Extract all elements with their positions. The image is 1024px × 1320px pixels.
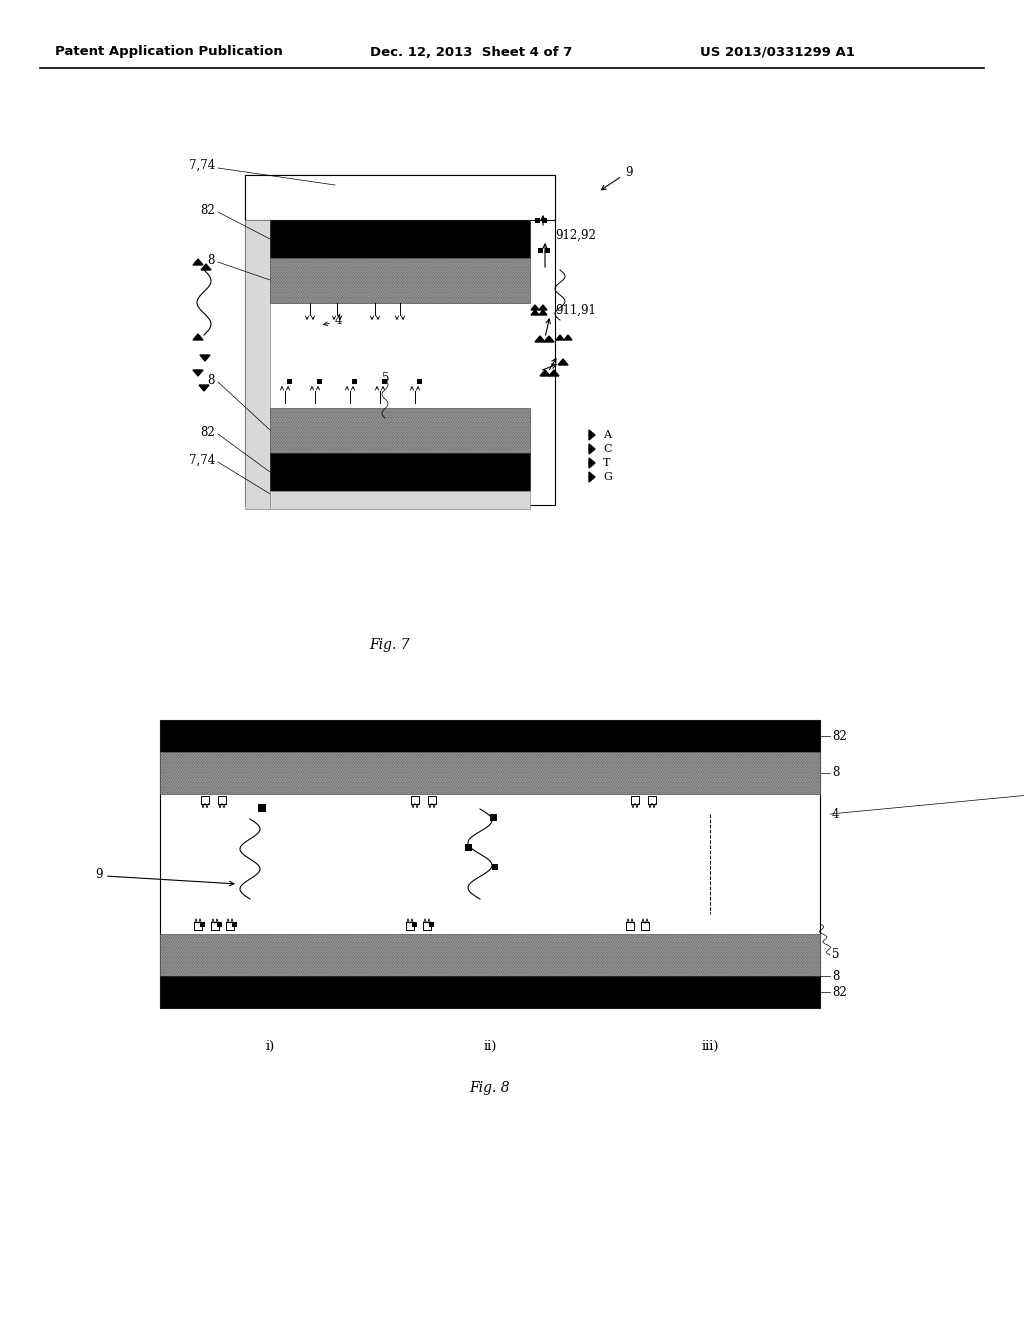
Polygon shape	[589, 458, 595, 469]
Text: 9: 9	[95, 867, 102, 880]
Text: 911,91: 911,91	[555, 304, 596, 317]
Text: 8: 8	[831, 969, 840, 982]
Polygon shape	[535, 337, 545, 342]
Polygon shape	[558, 359, 568, 366]
Bar	[160, 719, 820, 1008]
Bar	[412, 921, 417, 927]
Bar	[217, 921, 222, 927]
Bar	[270, 408, 530, 453]
Polygon shape	[589, 444, 595, 454]
Text: ii): ii)	[483, 1040, 497, 1052]
Polygon shape	[531, 305, 539, 310]
Bar	[200, 921, 205, 927]
Bar	[490, 814, 497, 821]
Polygon shape	[199, 385, 209, 391]
Text: 7,74: 7,74	[188, 454, 215, 466]
Text: 82: 82	[831, 986, 847, 998]
Polygon shape	[544, 337, 554, 342]
Bar	[411, 796, 419, 804]
Bar	[429, 921, 434, 927]
Bar	[545, 248, 550, 253]
Bar	[270, 491, 530, 510]
Text: 912,92: 912,92	[555, 228, 596, 242]
Bar	[194, 921, 202, 931]
Text: US 2013/0331299 A1: US 2013/0331299 A1	[700, 45, 855, 58]
Text: 8: 8	[208, 253, 215, 267]
Polygon shape	[540, 370, 550, 376]
Bar	[406, 921, 414, 931]
Text: 4: 4	[335, 314, 342, 327]
Bar	[626, 921, 634, 931]
Text: 8: 8	[831, 767, 840, 780]
Bar	[287, 379, 292, 384]
Text: C: C	[603, 444, 611, 454]
Bar	[492, 865, 498, 870]
Text: A: A	[603, 430, 611, 440]
Bar	[270, 220, 530, 257]
Text: 4: 4	[831, 808, 840, 821]
Bar	[352, 379, 357, 384]
Bar	[245, 176, 555, 220]
Bar	[538, 248, 543, 253]
Bar	[258, 804, 266, 812]
Polygon shape	[539, 305, 547, 310]
Text: 82: 82	[201, 203, 215, 216]
Text: G: G	[603, 473, 612, 482]
Polygon shape	[193, 259, 203, 265]
Bar	[211, 921, 219, 931]
Bar	[270, 257, 530, 304]
Bar	[417, 379, 422, 384]
Text: Patent Application Publication: Patent Application Publication	[55, 45, 283, 58]
Text: Fig. 7: Fig. 7	[370, 638, 411, 652]
Polygon shape	[200, 355, 210, 360]
Bar	[535, 218, 540, 223]
Bar	[631, 796, 639, 804]
Text: T: T	[603, 458, 610, 469]
Bar	[428, 796, 436, 804]
Text: 82: 82	[201, 425, 215, 438]
Bar	[465, 843, 472, 851]
Bar	[201, 796, 209, 804]
Polygon shape	[556, 335, 564, 341]
Polygon shape	[539, 310, 547, 315]
Text: i): i)	[265, 1040, 274, 1052]
Text: 82: 82	[831, 730, 847, 742]
Bar	[542, 218, 547, 223]
Bar	[641, 921, 649, 931]
Bar	[382, 379, 387, 384]
Text: 9: 9	[625, 165, 633, 178]
Bar	[160, 975, 820, 1008]
Polygon shape	[201, 264, 211, 271]
Polygon shape	[193, 370, 203, 376]
Bar	[218, 796, 226, 804]
Bar	[423, 921, 431, 931]
Text: Dec. 12, 2013  Sheet 4 of 7: Dec. 12, 2013 Sheet 4 of 7	[370, 45, 572, 58]
Bar	[648, 796, 656, 804]
Text: iii): iii)	[701, 1040, 719, 1052]
Polygon shape	[589, 430, 595, 440]
Text: 7,74: 7,74	[188, 158, 215, 172]
Bar	[160, 719, 820, 752]
Text: 5: 5	[382, 371, 389, 384]
Bar	[317, 379, 322, 384]
Polygon shape	[193, 334, 203, 341]
Bar	[160, 935, 820, 975]
Polygon shape	[589, 473, 595, 482]
Text: 5: 5	[831, 949, 840, 961]
Bar	[245, 220, 270, 510]
Bar	[232, 921, 237, 927]
Bar	[160, 752, 820, 795]
Text: 8: 8	[208, 374, 215, 387]
Polygon shape	[564, 335, 572, 341]
Polygon shape	[531, 310, 539, 315]
Polygon shape	[549, 370, 559, 376]
Bar	[226, 921, 234, 931]
Bar	[270, 453, 530, 491]
Text: Fig. 8: Fig. 8	[470, 1081, 510, 1096]
Bar	[245, 176, 555, 506]
